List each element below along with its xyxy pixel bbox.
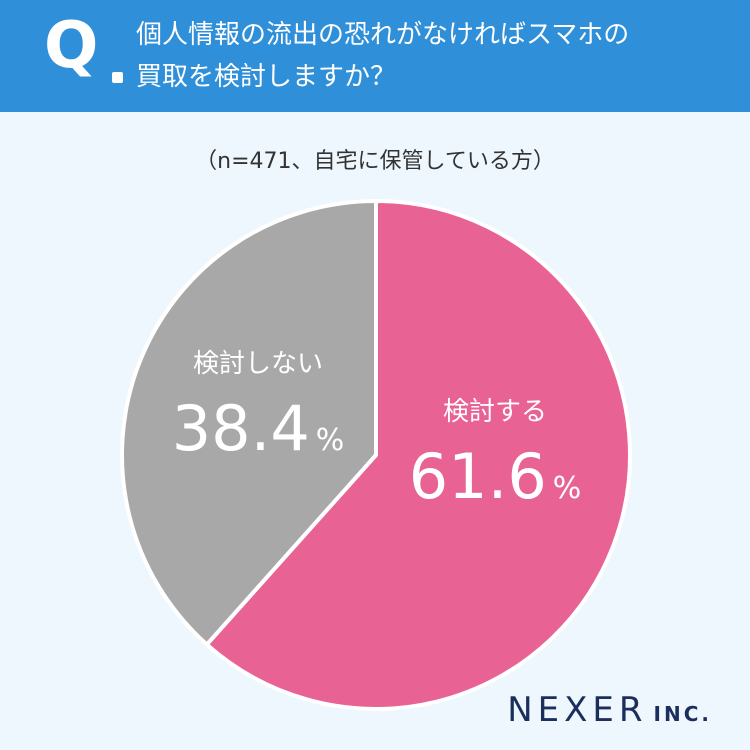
- logo-main: NEXER: [507, 690, 648, 730]
- pie-slice-1: [204, 199, 632, 711]
- q-dot: [112, 72, 123, 83]
- question-text: 個人情報の流出の恐れがなければスマホの 買取を検討しますか？: [136, 14, 736, 98]
- slice-label-1: 検討する: [443, 397, 547, 427]
- slice-label-2: 検討しない: [193, 349, 323, 379]
- logo-sub: INC.: [653, 702, 712, 726]
- slice-value-2: 38.4%: [172, 392, 345, 465]
- company-logo: NEXER INC.: [507, 690, 712, 730]
- question-line-1: 個人情報の流出の恐れがなければスマホの: [136, 20, 630, 50]
- chart-subtitle: （n=471、自宅に保管している方）: [195, 149, 555, 174]
- q-mark: Q: [44, 9, 99, 83]
- pie-slice-2: [120, 199, 378, 647]
- question-header: Q 個人情報の流出の恐れがなければスマホの 買取を検討しますか？: [0, 0, 750, 112]
- slice-value-1: 61.6%: [409, 440, 582, 513]
- question-line-2: 買取を検討しますか？: [136, 62, 397, 92]
